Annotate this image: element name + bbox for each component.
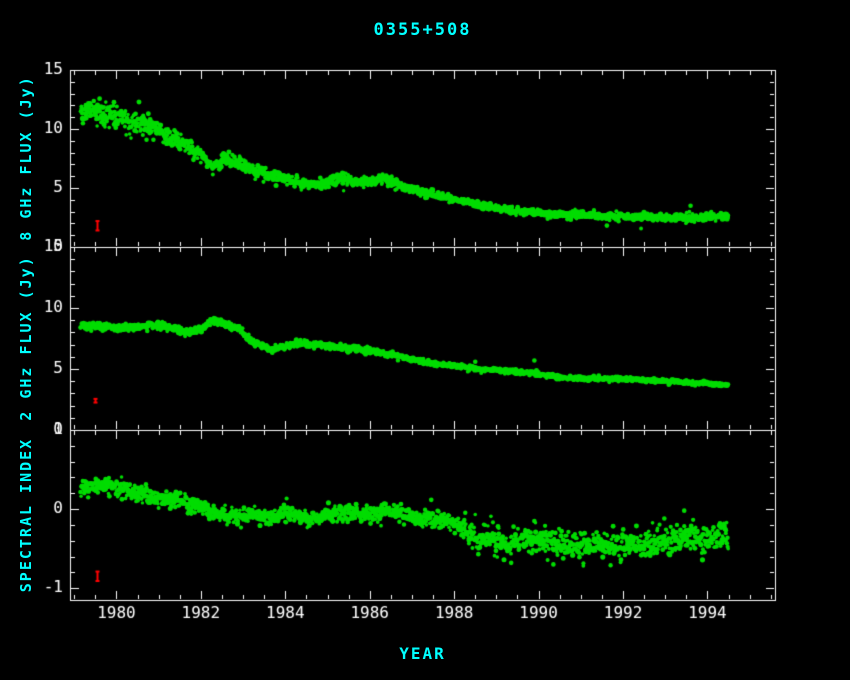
chart-title: 0355+508 [373, 20, 472, 40]
y-axis-label-2ghz-flux: 2 GHz FLUX (Jy) [17, 255, 35, 421]
y-axis-label-8ghz-flux: 8 GHz FLUX (Jy) [17, 75, 35, 241]
x-axis-label: YEAR [399, 644, 446, 663]
y-axis-label-spectral-index: SPECTRAL INDEX [17, 437, 35, 593]
